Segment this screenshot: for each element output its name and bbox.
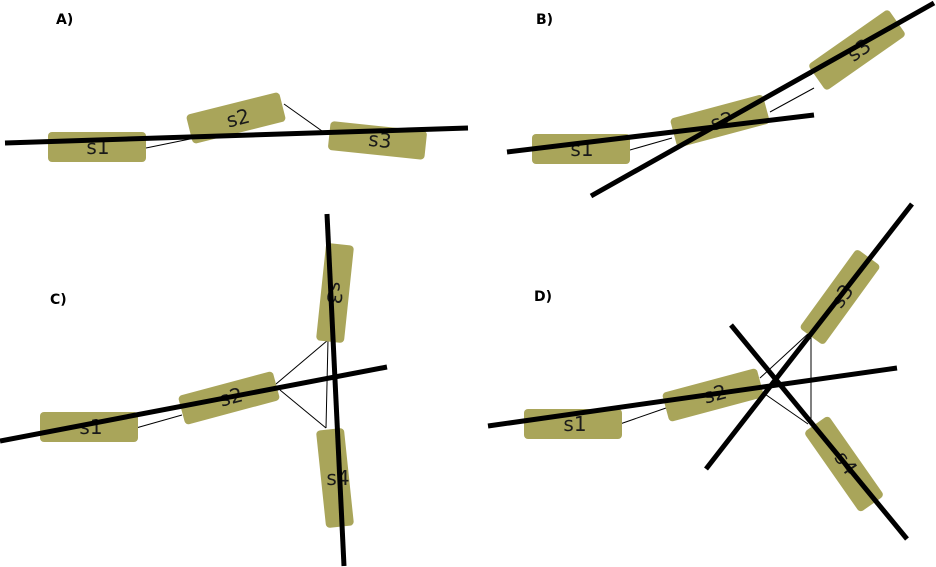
fitted-line (729, 323, 909, 541)
segment-label-s2: s2 (224, 104, 252, 133)
connector-line (761, 391, 809, 425)
panel-b-label: B) (536, 12, 553, 28)
segment-s3 (316, 243, 354, 343)
fitted-line (704, 202, 914, 471)
segment-s2 (186, 92, 286, 144)
panel-d: D) s1 s2 s3 s4 (487, 202, 914, 541)
connector-line (135, 414, 183, 429)
segment-s4 (316, 428, 354, 528)
fitted-line (487, 365, 898, 429)
panel-c: C) s1 s2 s3 s4 (0, 213, 388, 567)
panel-c-label: C) (50, 292, 67, 308)
panel-d-label: D) (534, 289, 552, 305)
fitted-line (589, 0, 936, 199)
panel-a: A) s1 s2 s3 (4, 12, 469, 162)
connector-line (619, 407, 667, 425)
connector-line (325, 339, 329, 429)
segment-label-s1: s1 (563, 412, 586, 436)
connector-line (629, 137, 673, 151)
connector-line (283, 103, 323, 132)
panel-a-label: A) (56, 12, 73, 28)
fitted-line (324, 213, 347, 567)
connector-line (279, 389, 327, 429)
connector-line (275, 339, 329, 385)
connector-line (769, 87, 815, 113)
fitted-line (0, 364, 388, 444)
fitted-line (506, 112, 815, 155)
panel-b: B) s1 s2 s3 (506, 0, 936, 199)
fitted-line (4, 125, 469, 146)
connector-line (145, 138, 191, 149)
segment-label-s3: s3 (322, 280, 348, 306)
